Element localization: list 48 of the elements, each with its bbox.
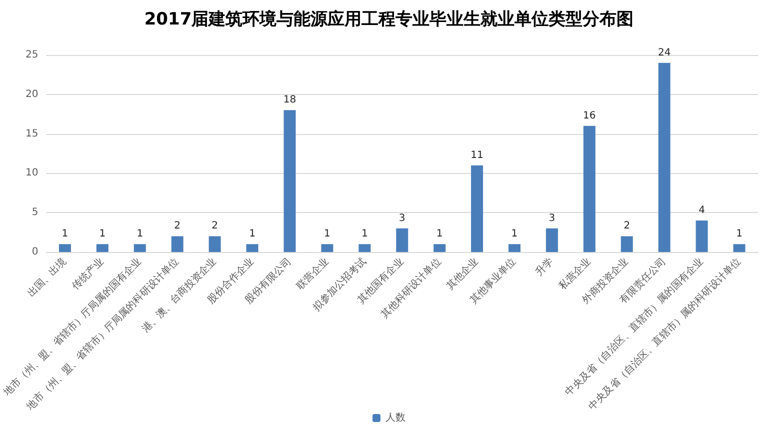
data-label: 1 [511, 228, 518, 240]
bar [96, 244, 108, 252]
data-label: 1 [249, 228, 256, 240]
y-tick-label: 25 [25, 50, 38, 60]
bar [508, 244, 520, 252]
legend-label: 人数 [386, 412, 406, 424]
y-tick-label: 10 [25, 168, 38, 179]
data-label: 1 [324, 228, 330, 240]
data-label: 1 [99, 228, 106, 240]
bar [246, 244, 258, 252]
data-label: 1 [136, 228, 144, 240]
data-label: 3 [548, 212, 556, 224]
bar [434, 244, 446, 252]
x-tick-label: 升学 [533, 255, 556, 278]
data-label: 2 [212, 220, 218, 232]
bar [58, 244, 71, 252]
y-tick-label: 20 [25, 88, 38, 100]
y-tick-label: 0 [32, 246, 38, 258]
data-label: 1 [62, 228, 68, 240]
bar [620, 236, 633, 252]
data-label: 4 [698, 204, 705, 216]
bar [171, 236, 184, 252]
bar [471, 165, 484, 252]
y-tick-label: 15 [25, 128, 38, 140]
bar [284, 110, 296, 252]
data-label: 24 [658, 47, 671, 58]
bar [583, 126, 596, 252]
bar [733, 244, 746, 252]
data-label: 11 [470, 150, 484, 161]
bar [696, 220, 708, 252]
data-label: 16 [583, 110, 596, 122]
x-tick-label: 出国、出境 [25, 255, 69, 300]
bar [134, 244, 146, 252]
data-label: 1 [436, 228, 443, 240]
y-tick-label: 5 [32, 207, 38, 218]
bar [396, 228, 408, 252]
data-label: 3 [398, 212, 406, 224]
data-label: 2 [624, 220, 630, 232]
data-label: 18 [283, 94, 296, 106]
bar [208, 236, 221, 252]
data-label: 1 [361, 228, 368, 240]
bar [658, 62, 670, 252]
bar [358, 244, 371, 252]
data-label: 2 [174, 220, 181, 232]
bar [546, 228, 558, 252]
bar [321, 244, 334, 252]
chart-title: 2017届建筑环境与能源应用工程专业毕业生就业单位类型分布图 [144, 10, 634, 30]
data-label: 1 [736, 228, 742, 240]
